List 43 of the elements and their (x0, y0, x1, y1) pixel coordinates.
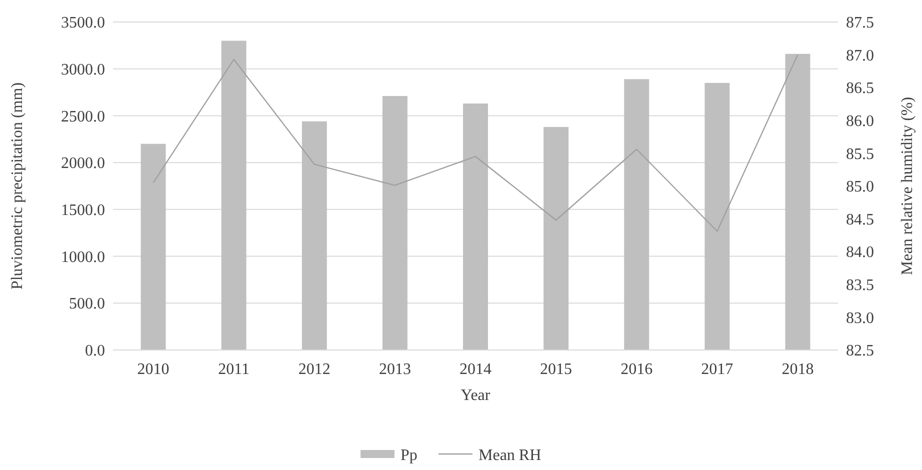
legend-label: Pp (400, 447, 418, 464)
x-tick-label: 2018 (782, 361, 814, 378)
y-tick-label: 3500.0 (61, 14, 105, 32)
y2-tick-label: 83.0 (846, 310, 874, 327)
bar (463, 104, 488, 350)
y2-tick-label: 85.0 (846, 178, 874, 196)
bar (221, 40, 246, 350)
y-tick-label: 0.0 (85, 342, 105, 360)
y2-axis-title: Mean relative humidity (%) (899, 96, 916, 276)
y2-tick-label: 83.5 (846, 277, 874, 294)
x-tick-label: 2010 (137, 361, 170, 378)
bar (785, 54, 810, 350)
legend-label: Mean RH (478, 447, 542, 464)
line-series (152, 54, 798, 232)
bar (302, 121, 327, 350)
x-tick-label: 2015 (540, 361, 572, 378)
y-tick-label: 500.0 (69, 296, 105, 313)
y-tick-label: 2000.0 (61, 155, 105, 172)
y2-tick-label: 87.0 (846, 47, 874, 64)
y2-tick-label: 82.5 (846, 342, 874, 360)
y2-tick-label: 84.5 (846, 211, 874, 228)
y-tick-label: 2500.0 (61, 108, 105, 126)
bar (140, 144, 166, 350)
x-tick-label: 2011 (218, 361, 250, 378)
y2-tick-label: 87.5 (846, 14, 874, 32)
x-tick-label: 2014 (460, 361, 492, 378)
bar (382, 96, 408, 350)
y-tick-label: 1000.0 (61, 248, 105, 266)
y-axis-title: Pluviometric precipitation (mm) (9, 82, 26, 290)
bar (624, 79, 650, 350)
y2-tick-label: 86.5 (846, 80, 874, 98)
y-tick-label: 3000.0 (61, 61, 105, 78)
y2-tick-label: 86.0 (846, 113, 874, 130)
x-tick-label: 2017 (701, 361, 734, 378)
x-axis-title: Year (460, 387, 491, 404)
x-tick-label: 2013 (378, 361, 411, 378)
x-tick-label: 2016 (620, 361, 653, 378)
y2-tick-label: 84.0 (846, 244, 874, 262)
bar (704, 82, 730, 350)
x-tick-label: 2012 (298, 361, 330, 378)
y-tick-label: 1500.0 (61, 202, 105, 220)
bar (544, 126, 569, 350)
y2-tick-label: 85.5 (846, 146, 874, 163)
